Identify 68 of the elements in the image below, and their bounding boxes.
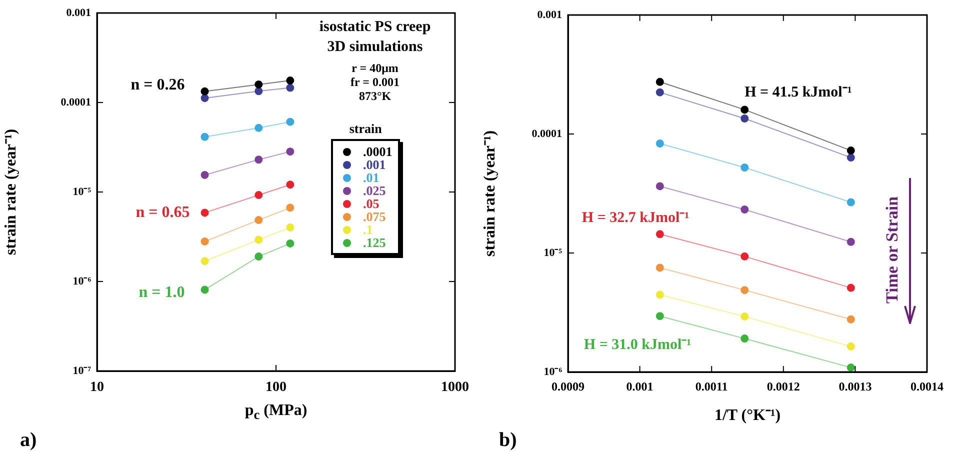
y-tick-label: 10⁻⁵ <box>72 186 92 198</box>
annotation: fr = 0.001 <box>350 75 400 90</box>
point <box>740 286 749 294</box>
text: a) <box>20 429 37 451</box>
annotation: r = 40μm <box>352 61 398 76</box>
y-tick-label: 10⁻⁶ <box>72 275 92 288</box>
x-tick-label: 0.0013 <box>838 379 872 394</box>
point <box>656 290 664 299</box>
point <box>846 154 855 162</box>
point <box>656 88 664 96</box>
y-tick-label: 0.0001 <box>532 128 562 140</box>
point <box>846 198 855 206</box>
legend-label: .075 <box>363 208 386 224</box>
y-axis-title: strain rate (year⁻¹) <box>2 128 20 256</box>
legend-title: strain <box>348 121 383 137</box>
y-tick-label: 0.001 <box>66 6 91 19</box>
annotation: n = 0.65 <box>136 204 190 221</box>
x-tick-label: 0.0011 <box>695 379 728 394</box>
point <box>846 342 855 350</box>
point <box>846 364 855 372</box>
point <box>846 238 855 246</box>
x-tick-label: 0.0014 <box>910 379 944 394</box>
point <box>656 78 664 86</box>
point <box>846 315 855 324</box>
y-tick-label: 0.0001 <box>60 96 91 108</box>
legend-label: .001 <box>363 156 386 172</box>
annotation: H = 32.7 kJmol⁻¹ <box>582 210 690 226</box>
x-axis-title: p$_{c}$ (MPa) <box>244 402 308 424</box>
point <box>740 206 749 214</box>
legend-label: .05 <box>363 196 380 212</box>
legend-label: .025 <box>363 182 386 198</box>
y-tick-label: 0.001 <box>537 8 562 21</box>
point <box>740 164 749 172</box>
annotation: H = 41.5 kJmol⁻¹ <box>744 84 852 101</box>
annotation: 873°K <box>358 89 392 104</box>
point <box>656 230 664 238</box>
annotation: n = 0.26 <box>130 76 185 94</box>
x-tick-label: 0.0009 <box>552 379 584 394</box>
text: b) <box>499 429 517 451</box>
point <box>656 182 664 190</box>
point <box>656 140 664 148</box>
x-tick-label: 1000 <box>441 380 469 396</box>
x-tick-label: 10 <box>90 380 104 396</box>
text: isostatic PS creep 3D simulations <box>319 18 431 55</box>
y-tick-label: 10⁻⁷ <box>72 364 92 377</box>
x-tick-label: 0.0012 <box>766 379 800 394</box>
annotation: Time or Strain <box>882 196 902 304</box>
point <box>846 146 855 155</box>
annotation: H = 31.0 kJmol⁻¹ <box>584 336 692 353</box>
point <box>740 334 749 343</box>
y-tick-label: 10⁻⁵ <box>544 246 563 259</box>
point <box>656 264 664 272</box>
annotation: n = 1.0 <box>138 284 185 301</box>
point <box>740 114 749 122</box>
y-axis-title: strain rate (year⁻¹) <box>482 130 499 257</box>
point <box>656 312 664 320</box>
x-tick-label: 100 <box>266 380 286 396</box>
point <box>740 252 749 260</box>
point <box>846 284 855 292</box>
legend-label: .01 <box>363 170 380 186</box>
legend-label: .0001 <box>363 144 392 160</box>
legend-label: .1 <box>363 222 373 238</box>
y-tick-label: 10⁻⁶ <box>544 366 563 378</box>
x-axis-title: 1/T (°K⁻¹) <box>714 406 781 425</box>
point <box>740 106 749 114</box>
point <box>740 312 749 320</box>
x-tick-label: 0.001 <box>626 379 654 394</box>
legend-label: .125 <box>363 234 386 250</box>
